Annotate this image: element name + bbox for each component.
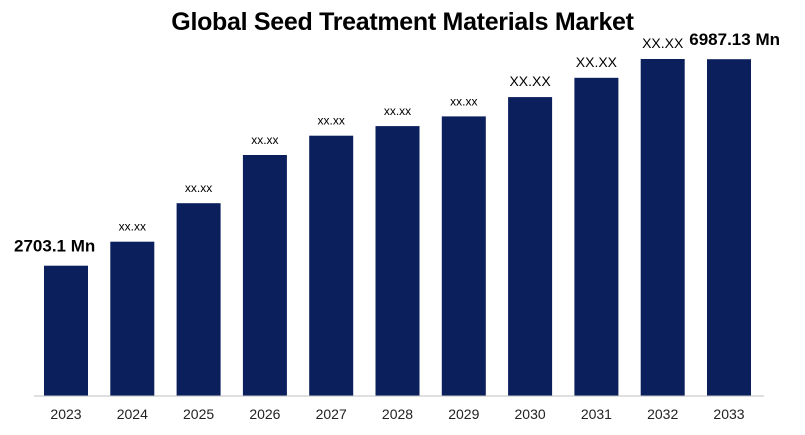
bar-2024 [110,241,155,396]
bars-group [44,59,751,397]
chart-title: Global Seed Treatment Materials Market [171,8,634,36]
data-label-2026: xx.xx [251,133,278,147]
x-tick-label-2023: 2023 [50,406,81,422]
data-label-2029: xx.xx [450,94,477,108]
x-tick-labels-group: 2023 2024 2025 2026 2027 2028 2029 2030 2031 2032… [50,406,744,422]
data-label-2032: XX.XX [642,35,684,51]
bar-2028 [375,126,420,396]
bar-2023 [44,265,88,396]
bar-2025 [176,203,221,396]
bar-2031 [574,77,619,397]
data-label-2031: XX.XX [576,54,618,70]
data-label-2024: xx.xx [119,220,146,234]
bar-2032 [640,59,685,396]
data-label-2033: 6987.13 Mn [689,30,780,49]
x-tick-label-2033: 2033 [713,406,744,422]
data-labels-group: 2703.1 Mn xx.xx xx.xx xx.xx xx.xx xx.xx xx.xx X… [14,30,780,256]
x-tick-label-2025: 2025 [183,406,214,422]
data-label-2028: xx.xx [384,104,411,118]
bar-2026 [242,155,287,396]
x-tick-label-2029: 2029 [448,406,479,422]
x-tick-label-2030: 2030 [515,406,546,422]
data-label-2027: xx.xx [318,114,345,128]
data-label-2025: xx.xx [185,181,212,195]
x-tick-label-2032: 2032 [647,406,678,422]
bar-2033 [707,59,751,396]
bar-2027 [309,135,354,396]
x-tick-label-2028: 2028 [382,406,413,422]
bar-2030 [508,97,553,396]
data-label-2030: XX.XX [509,73,551,89]
x-tick-label-2031: 2031 [581,406,612,422]
bar-2029 [441,116,486,397]
x-tick-label-2024: 2024 [117,406,148,422]
x-tick-label-2027: 2027 [316,406,347,422]
x-tick-label-2026: 2026 [249,406,280,422]
data-label-2023: 2703.1 Mn [14,237,95,256]
